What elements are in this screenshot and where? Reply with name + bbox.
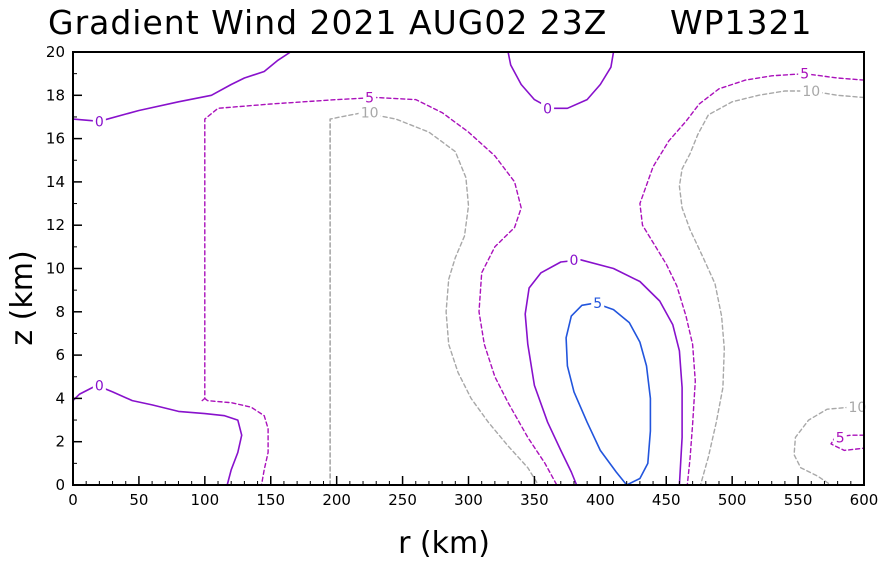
x-tick-label: 550: [784, 491, 813, 509]
x-tick-label: 450: [652, 491, 681, 509]
contour-label: 0: [543, 101, 552, 117]
x-tick-label: 200: [322, 491, 351, 509]
contour-label-bg: [363, 89, 377, 106]
x-tick-label: 500: [718, 491, 747, 509]
contour-line: [524, 259, 683, 486]
contour-label-bg: [798, 65, 812, 82]
y-tick-label: 14: [46, 173, 65, 191]
x-tick-label: 150: [256, 491, 285, 509]
contour-line: [201, 96, 558, 486]
contour-label-bg: [541, 100, 555, 117]
contour-label: 10: [802, 84, 820, 100]
contour-line: [329, 111, 540, 486]
x-tick-label: 300: [454, 491, 483, 509]
x-tick-label: 350: [520, 491, 549, 509]
contour-line: [204, 397, 269, 486]
contour-label-bg: [591, 295, 605, 312]
contour-label: 0: [95, 378, 104, 394]
chart-title: Gradient Wind 2021 AUG02 23Z: [48, 3, 607, 42]
contour-label: 5: [365, 90, 374, 106]
x-tick-label: 0: [68, 491, 78, 509]
contour-label-bg: [92, 113, 106, 130]
contour-label-bg: [800, 82, 823, 99]
contour-label: 5: [593, 296, 602, 312]
contour-line: [565, 302, 652, 486]
x-tick-label: 100: [191, 491, 220, 509]
y-tick-label: 2: [55, 433, 65, 451]
y-tick-label: 8: [55, 303, 65, 321]
contour-label: 0: [570, 253, 579, 269]
contour-line: [72, 51, 292, 123]
contour-label-bg: [92, 377, 106, 394]
x-tick-label: 400: [586, 491, 615, 509]
contour-label: 5: [836, 430, 845, 446]
contour-label-bg: [833, 429, 847, 446]
x-tick-label: 600: [850, 491, 879, 509]
y-tick-label: 20: [46, 43, 65, 61]
contour-label: 5: [800, 67, 809, 83]
y-tick-label: 12: [46, 216, 65, 234]
y-tick-label: 16: [46, 130, 65, 148]
y-tick-label: 0: [55, 476, 65, 494]
contour-line: [830, 434, 865, 452]
contour-line: [72, 384, 243, 486]
y-axis-title: z (km): [5, 250, 40, 345]
y-tick-label: 6: [55, 346, 65, 364]
contour-label: 10: [361, 106, 379, 122]
contour-line: [507, 51, 615, 110]
contour-label: 10: [848, 400, 866, 416]
x-tick-label: 50: [129, 491, 148, 509]
x-axis-title: r (km): [398, 526, 490, 561]
contour-line: [639, 73, 865, 486]
storm-id-label: WP1321: [670, 3, 813, 42]
contour-label: 0: [95, 114, 104, 130]
y-axis: 0 2 4 6 8 10 12 14 16 18 20: [46, 43, 82, 494]
y-tick-label: 4: [55, 389, 65, 407]
contour-line: [793, 406, 865, 486]
contour-label-bg: [358, 104, 381, 121]
plot-frame: [72, 51, 865, 486]
y-tick-label: 18: [46, 86, 65, 104]
contour-label-bg: [567, 251, 581, 268]
x-axis: 0 50 100 150 200 250 300 350 400 450 500 550 600: [68, 476, 878, 509]
contour-label-bg: [846, 399, 869, 416]
contour-line: [678, 90, 865, 486]
x-tick-label: 250: [388, 491, 417, 509]
y-tick-label: 10: [46, 260, 65, 278]
